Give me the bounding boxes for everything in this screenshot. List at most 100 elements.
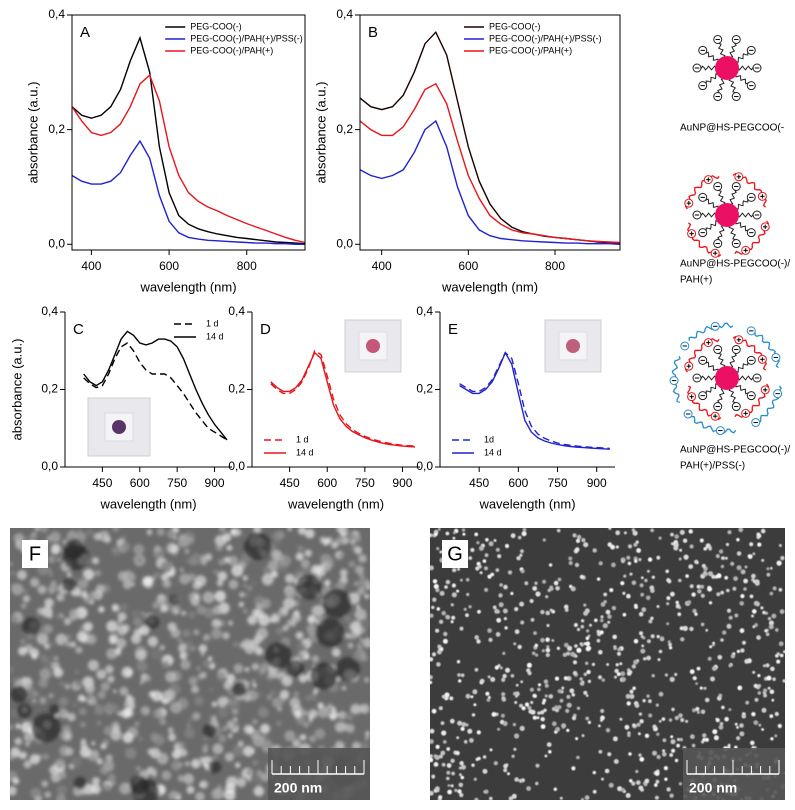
nanoparticle bbox=[669, 793, 674, 798]
grain bbox=[44, 598, 54, 608]
nanoparticle bbox=[566, 676, 572, 681]
nanoparticle bbox=[724, 575, 729, 580]
grain bbox=[177, 535, 190, 548]
grain bbox=[55, 613, 61, 620]
grain bbox=[229, 697, 238, 707]
peg-chain bbox=[705, 51, 719, 62]
spectrum-line bbox=[83, 342, 228, 441]
nanoparticle bbox=[700, 709, 706, 715]
grain bbox=[79, 746, 91, 758]
grain bbox=[76, 631, 88, 642]
nanoparticle bbox=[600, 618, 604, 623]
grain bbox=[153, 545, 162, 553]
nanoparticle bbox=[629, 689, 634, 694]
nanoparticle bbox=[505, 667, 510, 673]
grain bbox=[224, 752, 234, 762]
grain bbox=[217, 784, 222, 789]
nanoparticle bbox=[548, 563, 553, 567]
nanoparticle bbox=[648, 699, 652, 704]
grain bbox=[356, 604, 361, 610]
grain bbox=[143, 576, 153, 586]
grain bbox=[77, 528, 82, 533]
grain bbox=[297, 545, 304, 552]
nanoparticle bbox=[727, 743, 731, 747]
nanoparticle bbox=[778, 588, 783, 592]
nanoparticle bbox=[657, 658, 661, 662]
nanoparticle bbox=[530, 700, 534, 705]
nanoparticle bbox=[510, 533, 516, 539]
nanoparticle bbox=[633, 659, 639, 665]
y-tick-label: 0,0 bbox=[41, 459, 58, 473]
nanoparticle bbox=[664, 673, 669, 677]
nanoparticle bbox=[720, 564, 725, 569]
nanoparticle bbox=[744, 565, 748, 569]
nanoparticle bbox=[757, 684, 762, 688]
nanoparticle bbox=[440, 721, 445, 725]
nanoparticle bbox=[778, 641, 784, 647]
gold-nanoparticle bbox=[715, 366, 739, 390]
grain bbox=[261, 573, 274, 586]
peg-chain bbox=[700, 65, 717, 71]
nanoparticle bbox=[599, 630, 604, 635]
grain bbox=[122, 579, 133, 590]
scale-bar-label: 200 nm bbox=[274, 780, 322, 796]
nanoparticle bbox=[640, 576, 644, 580]
nanoparticle bbox=[436, 607, 441, 611]
nanoparticle bbox=[474, 797, 479, 800]
grain bbox=[126, 694, 132, 699]
grain bbox=[340, 722, 349, 731]
dark-void bbox=[21, 617, 41, 636]
dark-void bbox=[129, 775, 149, 795]
peg-chain bbox=[735, 52, 749, 63]
grain bbox=[242, 575, 248, 581]
grain bbox=[344, 712, 352, 720]
grain bbox=[195, 575, 207, 587]
nanoparticle bbox=[574, 654, 578, 658]
nanoparticle bbox=[561, 723, 567, 729]
nanoparticle bbox=[514, 701, 518, 704]
grain bbox=[37, 585, 47, 595]
y-axis-label: absorbance (a.u.) bbox=[313, 82, 328, 184]
grain bbox=[251, 679, 256, 684]
grain bbox=[161, 770, 172, 781]
nanoparticle bbox=[571, 693, 576, 697]
dark-void bbox=[64, 538, 85, 560]
nanoparticle bbox=[461, 528, 466, 532]
grain bbox=[309, 692, 318, 701]
nanoparticle bbox=[670, 739, 676, 745]
nanoparticle bbox=[484, 587, 489, 592]
nanoparticle bbox=[474, 635, 480, 640]
nanoparticle bbox=[676, 743, 680, 748]
nanoparticle bbox=[537, 683, 542, 687]
nanoparticle bbox=[462, 532, 466, 536]
nanoparticle bbox=[534, 581, 538, 585]
nanoparticle bbox=[532, 586, 538, 591]
nanoparticle bbox=[564, 608, 569, 612]
nanoparticle bbox=[540, 710, 545, 715]
nanoparticle bbox=[519, 703, 523, 708]
legend-label: PEG-COO(-) bbox=[190, 21, 242, 31]
grain bbox=[10, 666, 14, 674]
grain bbox=[207, 656, 213, 661]
grain bbox=[67, 712, 76, 722]
grain bbox=[174, 609, 180, 615]
nanoparticle bbox=[545, 610, 550, 616]
nanoparticle bbox=[557, 705, 562, 710]
nanoparticle bbox=[542, 579, 547, 584]
nanoparticle bbox=[666, 787, 671, 792]
nanoparticle bbox=[540, 609, 545, 615]
nanoparticle bbox=[555, 726, 561, 732]
nanoparticle bbox=[502, 673, 507, 679]
grain bbox=[177, 638, 183, 644]
grain bbox=[186, 785, 195, 794]
nanoparticle bbox=[463, 740, 468, 744]
nanoparticle bbox=[458, 679, 462, 683]
nanoparticle bbox=[471, 763, 475, 767]
peg-chain bbox=[705, 383, 719, 394]
grain bbox=[120, 603, 128, 611]
nanoparticle bbox=[513, 691, 517, 696]
nanoparticle bbox=[602, 623, 608, 629]
schematic-label: PAH(+) bbox=[680, 275, 712, 286]
peg-chain bbox=[700, 212, 717, 218]
nanoparticle bbox=[544, 754, 548, 758]
